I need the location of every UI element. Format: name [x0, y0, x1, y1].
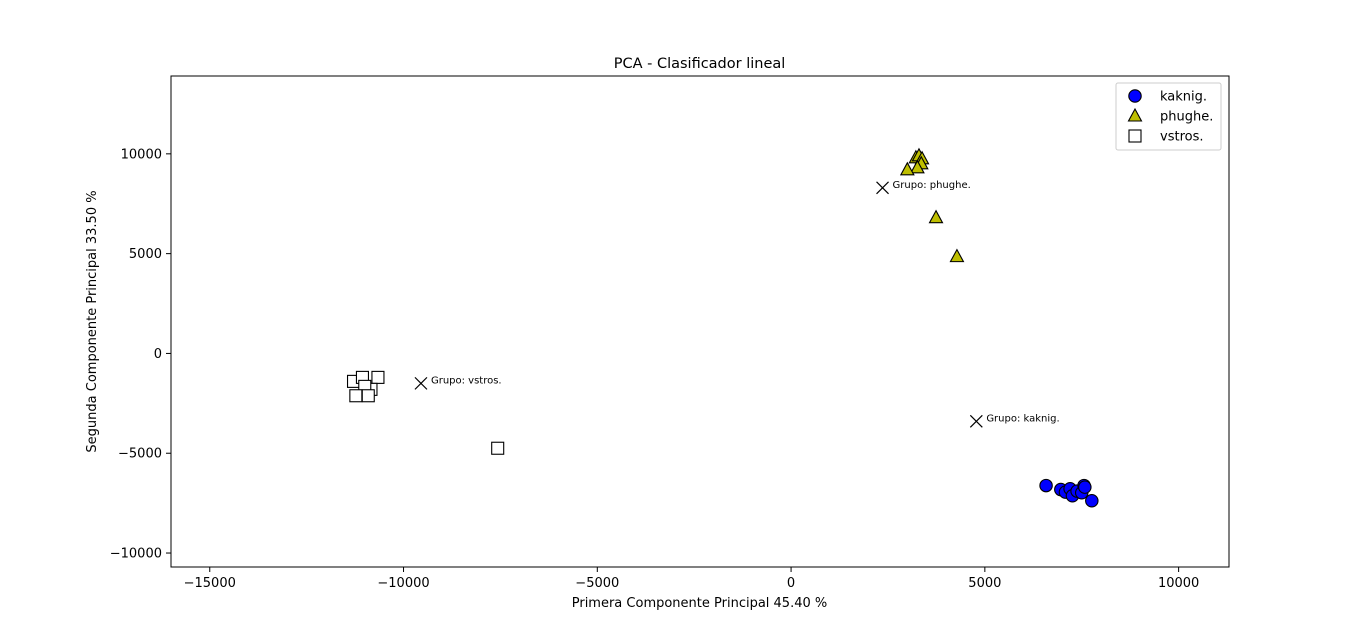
square-data-point [349, 389, 363, 403]
legend-square-swatch [1128, 129, 1142, 143]
y-axis-label: Segunda Componente Principal 33.50 % [85, 190, 100, 452]
centroid-x-stroke [414, 376, 428, 390]
centroid-label: Grupo: kaknig. [986, 413, 1059, 424]
circle-data-point [1039, 478, 1053, 493]
x-tick-label: −10000 [377, 576, 429, 591]
legend-entry-label: kaknig. [1160, 90, 1207, 105]
x-tick-label: 5000 [968, 576, 1001, 591]
centroid-marker [414, 376, 428, 390]
centroid-marker [876, 181, 889, 195]
y-tick-label: 10000 [121, 147, 162, 162]
triangle-data-point [899, 161, 915, 176]
chart-title: PCA - Clasificador lineal [614, 56, 786, 72]
triangle-data-point [949, 248, 965, 263]
x-tick-label: −15000 [184, 576, 236, 591]
square-data-point [491, 441, 505, 455]
plot-area-frame [170, 75, 1230, 568]
centroid-layer: Grupo: phughe. Grupo: vstros. Grupo: kakni… [414, 180, 1060, 428]
y-tick-label: −5000 [118, 447, 162, 462]
triangle-data-point [909, 159, 925, 174]
y-axis-ticks: −10000 −5000 0 5000 10000 [110, 147, 171, 562]
centroid-label: Grupo: vstros. [431, 375, 502, 386]
legend-entry-label: phughe. [1160, 110, 1213, 125]
y-tick-label: 0 [154, 347, 162, 362]
centroid-x-stroke [876, 181, 889, 195]
circle-data-point [1085, 493, 1099, 508]
series-kaknig [1039, 478, 1099, 508]
triangle-data-point [928, 209, 944, 224]
x-tick-label: −5000 [575, 576, 619, 591]
x-tick-label: 10000 [1158, 576, 1199, 591]
series-layer [346, 147, 1099, 508]
circle-data-point [1078, 480, 1092, 494]
y-tick-label: 5000 [129, 247, 162, 262]
centroid-x-stroke [969, 414, 983, 428]
x-tick-label: 0 [787, 576, 795, 591]
legend-circle-swatch [1128, 89, 1142, 103]
series-phughe [899, 147, 965, 263]
x-axis-label: Primera Componente Principal 45.40 % [572, 596, 828, 611]
y-tick-label: −10000 [110, 547, 162, 562]
square-data-point [361, 389, 375, 403]
series-vstros [346, 370, 505, 455]
centroid-marker [969, 414, 983, 428]
legend-box [1115, 82, 1222, 151]
legend-entry-label: vstros. [1160, 130, 1203, 145]
legend: kaknig. phughe. vstros. [1115, 82, 1222, 151]
centroid-label: Grupo: phughe. [893, 180, 971, 191]
square-data-point [371, 370, 385, 384]
legend-triangle-swatch [1127, 107, 1143, 122]
x-axis-ticks: −15000 −10000 −5000 0 5000 10000 [184, 567, 1199, 591]
